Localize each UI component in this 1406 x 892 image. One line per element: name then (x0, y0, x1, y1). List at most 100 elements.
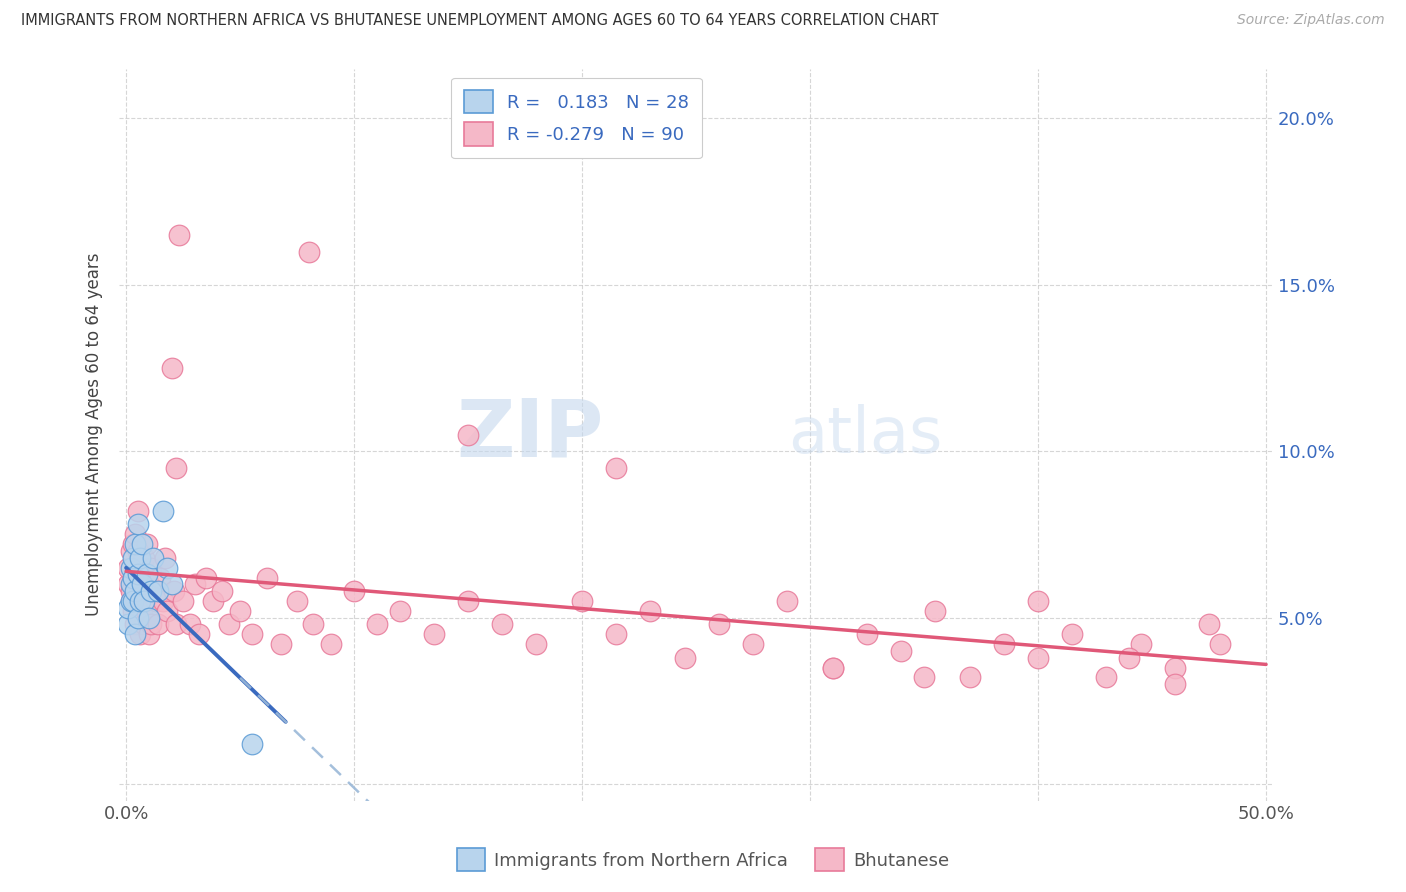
Point (959, 671, 981, 685)
Point (124, 617, 146, 632)
Point (120, 560, 142, 574)
Point (302, 617, 325, 632)
Point (1164, 660, 1187, 674)
Point (1062, 627, 1084, 641)
Point (366, 617, 388, 632)
Point (128, 550, 150, 565)
Point (152, 594, 174, 608)
Point (912, 671, 935, 685)
Point (156, 560, 179, 574)
Point (165, 617, 187, 632)
Point (924, 604, 946, 618)
Legend: Immigrants from Northern Africa, Bhutanese: Immigrants from Northern Africa, Bhutane… (450, 841, 956, 879)
Point (145, 594, 167, 608)
Point (388, 604, 411, 618)
Point (124, 537, 146, 551)
Point (120, 584, 142, 599)
Point (117, 617, 139, 632)
Point (993, 637, 1015, 651)
Point (138, 577, 160, 591)
Point (640, 604, 662, 618)
Text: Source: ZipAtlas.com: Source: ZipAtlas.com (1237, 13, 1385, 28)
Point (131, 577, 153, 591)
Point (457, 594, 479, 608)
Point (127, 610, 149, 624)
Point (122, 550, 145, 565)
Point (270, 637, 292, 651)
Point (142, 584, 165, 599)
Point (188, 627, 211, 641)
Point (240, 627, 263, 641)
Point (1026, 650, 1049, 665)
Point (218, 617, 240, 632)
Point (605, 627, 627, 641)
Point (122, 604, 145, 618)
Point (156, 604, 179, 618)
Point (343, 584, 366, 599)
Point (152, 504, 174, 518)
Point (423, 627, 446, 641)
Point (124, 527, 146, 541)
Point (138, 610, 160, 624)
Point (856, 627, 879, 641)
Point (149, 571, 172, 585)
Point (127, 610, 149, 624)
Point (138, 627, 160, 641)
Point (172, 594, 194, 608)
Point (240, 737, 263, 751)
Point (146, 617, 169, 632)
Point (256, 571, 278, 585)
Point (146, 584, 169, 599)
Point (117, 560, 139, 574)
Point (141, 584, 163, 599)
Point (201, 594, 224, 608)
Point (1118, 650, 1140, 665)
Point (742, 637, 765, 651)
Point (124, 577, 146, 591)
Point (120, 594, 142, 608)
Point (297, 244, 319, 259)
Point (194, 571, 217, 585)
Point (120, 594, 142, 608)
Point (134, 594, 156, 608)
Point (321, 637, 343, 651)
Point (1095, 671, 1118, 685)
Point (135, 537, 157, 551)
Point (211, 584, 233, 599)
Point (165, 460, 187, 475)
Point (127, 517, 149, 532)
Point (127, 567, 149, 582)
Point (457, 427, 479, 442)
Point (117, 577, 139, 591)
Point (128, 550, 150, 565)
Point (821, 660, 844, 674)
Point (890, 644, 912, 658)
Point (135, 567, 157, 582)
Point (141, 560, 163, 574)
Point (127, 571, 149, 585)
Point (131, 604, 153, 618)
Point (160, 361, 183, 376)
Point (229, 604, 252, 618)
Point (285, 594, 308, 608)
Point (131, 537, 153, 551)
Point (571, 594, 593, 608)
Point (153, 550, 176, 565)
Point (122, 594, 145, 608)
Point (134, 550, 156, 565)
Y-axis label: Unemployment Among Ages 60 to 64 years: Unemployment Among Ages 60 to 64 years (86, 252, 103, 616)
Point (1026, 594, 1049, 608)
Point (124, 627, 146, 641)
Point (179, 617, 201, 632)
Point (160, 577, 183, 591)
Point (526, 637, 548, 651)
Point (122, 571, 145, 585)
Point (131, 560, 153, 574)
Point (491, 617, 513, 632)
Point (128, 594, 150, 608)
Point (122, 537, 145, 551)
Text: ZIP: ZIP (457, 395, 603, 474)
Point (122, 571, 145, 585)
Point (821, 660, 844, 674)
Point (1209, 637, 1232, 651)
